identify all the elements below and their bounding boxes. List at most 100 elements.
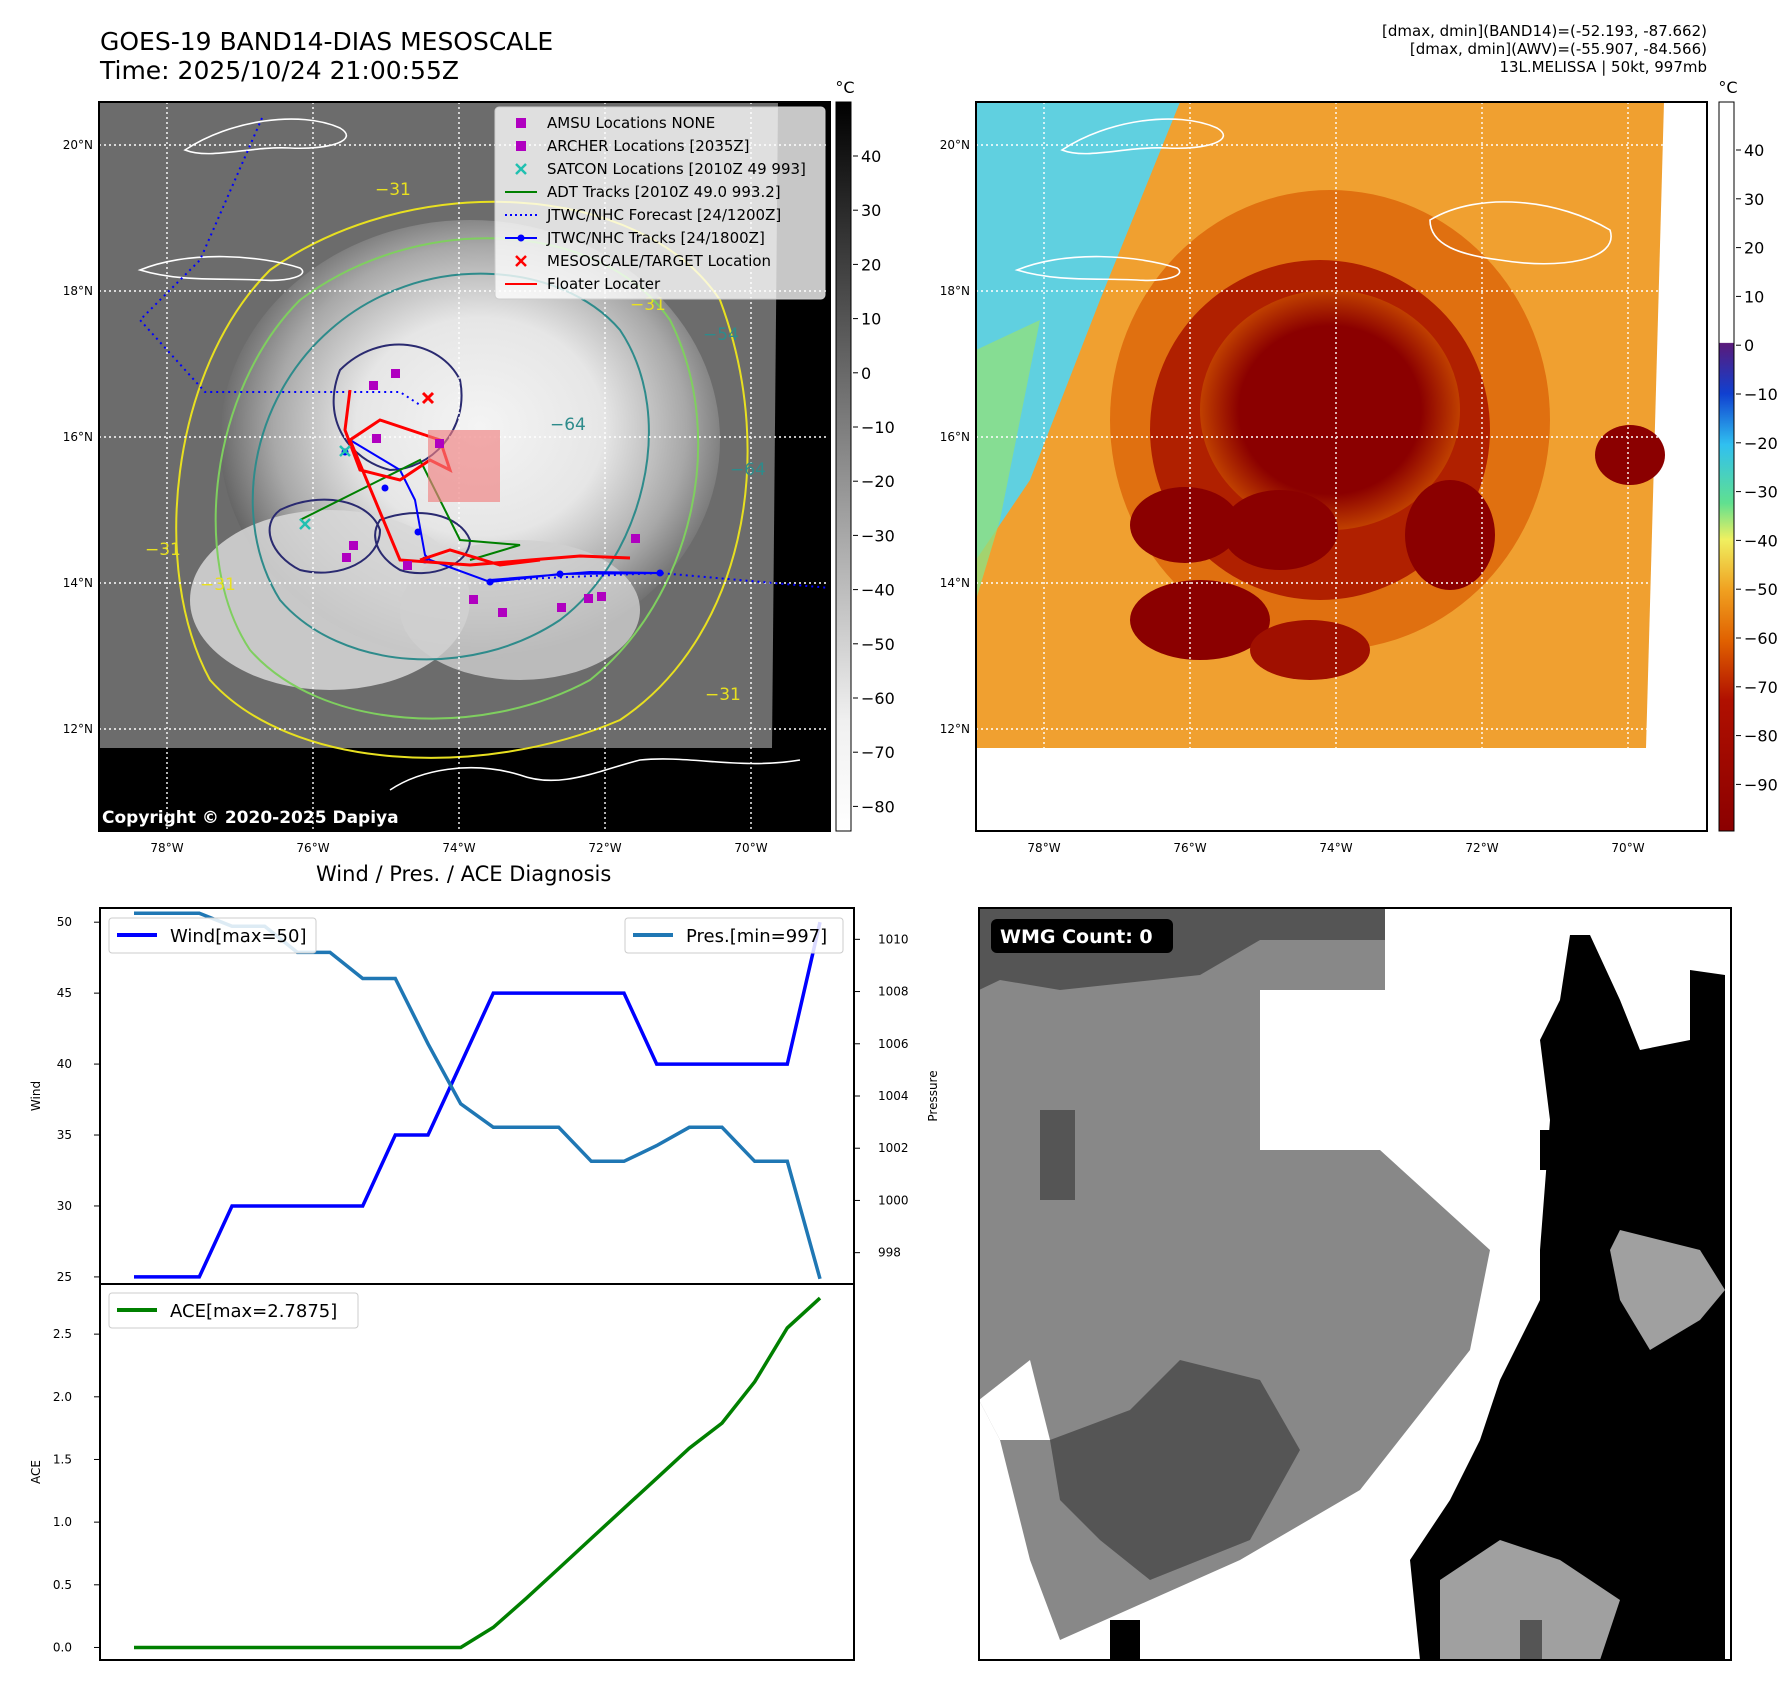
wmg-dark-patch-west xyxy=(1040,1110,1075,1200)
awv-lat-label-20n: 20°N xyxy=(940,138,970,152)
pressure-y-ticks: 998 1000 1002 1004 1006 1008 1010 xyxy=(854,932,909,1260)
awv-cell-west xyxy=(1130,487,1240,563)
awv-map-lat-labels: 20°N 18°N 16°N 14°N 12°N xyxy=(940,138,970,736)
wind-series-line-0 xyxy=(134,921,822,1279)
awv-cell-center xyxy=(1222,490,1338,570)
pressure-legend-label: Pres.[min=997] xyxy=(686,926,827,947)
intensity-info: [dmax, dmin](BAND14)=(-52.193, -87.662) … xyxy=(1382,22,1707,76)
legend-label-7: Floater Locater xyxy=(547,275,661,293)
awv-lon-label-76w: 76°W xyxy=(1173,841,1206,855)
lon-label-78w: 78°W xyxy=(150,841,183,855)
ir-cbar-tick-label-4: 0 xyxy=(861,364,871,383)
legend-label-5: JTWC/NHC Tracks [24/1800Z] xyxy=(546,229,765,247)
wind-legend xyxy=(108,917,317,954)
title-line-2: Time: 2025/10/24 21:00:55Z xyxy=(100,56,459,85)
ir-cbar-tick-label-6: −20 xyxy=(861,472,895,491)
wmg-cold-region-east xyxy=(1410,935,1725,1660)
pressure-ytick-label-0: 998 xyxy=(878,1246,901,1260)
ir-cbar-tick-label-2: 20 xyxy=(861,255,881,274)
awv-cbar-tick-label-1: 30 xyxy=(1744,190,1764,209)
ace-y-ticks: 0.0 0.5 1.0 1.5 2.0 2.5 xyxy=(53,1327,100,1654)
ace-ytick-label-4: 2.0 xyxy=(53,1390,72,1404)
awv-cbar-tick-label-5: −10 xyxy=(1744,385,1778,404)
awv-moist-band xyxy=(976,320,1040,600)
ir-cbar-tick-label-10: −60 xyxy=(861,689,895,708)
lon-label-72w: 72°W xyxy=(588,841,621,855)
coastline-cuba xyxy=(183,118,348,155)
coastline-jamaica xyxy=(137,255,304,282)
legend-label-3: ADT Tracks [2010Z 49.0 993.2] xyxy=(547,183,781,201)
awv-lat-label-18n: 18°N xyxy=(940,284,970,298)
legend-marker-1 xyxy=(516,141,526,151)
info-line-2: [dmax, dmin](AWV)=(-55.907, -84.566) xyxy=(1409,40,1707,58)
wmg-count-text: WMG Count: 0 xyxy=(1000,926,1153,948)
wmg-small-cold-cell xyxy=(1540,1130,1554,1170)
ir-cbar-tick-label-9: −50 xyxy=(861,635,895,654)
archer-location-markers xyxy=(342,369,640,617)
legend-items: AMSU Locations NONE ARCHER Locations [203… xyxy=(505,114,806,293)
floater-locater-east xyxy=(419,548,541,567)
legend-marker-5 xyxy=(505,234,537,242)
lon-label-76w: 76°W xyxy=(296,841,329,855)
legend-label-2: SATCON Locations [2010Z 49 993] xyxy=(547,160,806,178)
ace-chart: ACE 0.0 0.5 1.0 1.5 2.0 2.5 ACE[max=2.7875] xyxy=(29,1283,855,1661)
awv-cbar-tick-label-3: 10 xyxy=(1744,287,1764,306)
contour-minus-64-west xyxy=(268,498,382,574)
awv-lat-label-12n: 12°N xyxy=(940,722,970,736)
pressure-ytick-label-2: 1002 xyxy=(878,1141,909,1155)
wind-ytick-label-5: 50 xyxy=(57,915,72,929)
awv-cell-s xyxy=(1250,620,1370,680)
floater-locater-line xyxy=(343,389,631,567)
ace-series-line-0 xyxy=(134,1296,822,1650)
ace-legend-label: ACE[max=2.7875] xyxy=(170,1301,337,1322)
legend-label-0: AMSU Locations NONE xyxy=(547,114,715,132)
ir-map-lat-labels: 20°N 18°N 16°N 14°N 12°N xyxy=(63,138,93,736)
best-track-line xyxy=(349,439,661,584)
wmg-light-patch-east xyxy=(1610,1230,1725,1350)
awv-map-lon-labels: 78°W 76°W 74°W 72°W 70°W xyxy=(1027,841,1644,855)
pressure-ytick-label-1: 1000 xyxy=(878,1193,909,1207)
ace-ytick-label-0: 0.0 xyxy=(53,1640,72,1654)
ace-axis-label: ACE xyxy=(29,1460,43,1484)
lat-label-18n: 18°N xyxy=(63,284,93,298)
awv-coastline-cuba xyxy=(1060,118,1225,155)
pressure-legend xyxy=(624,917,844,954)
coastline-south-america xyxy=(389,758,801,791)
lon-label-74w: 74°W xyxy=(442,841,475,855)
ace-ytick-label-1: 0.5 xyxy=(53,1578,72,1592)
legend-marker-2 xyxy=(515,163,527,175)
contour-label-6: −31 xyxy=(630,295,666,315)
ir-colorbar-unit: °C xyxy=(835,78,854,97)
ir-map-panel: −31 −54 −64 −64 −31 −31 −31 −31 AMSU Loc… xyxy=(99,102,830,831)
awv-cbar-tick-label-7: −30 xyxy=(1744,483,1778,502)
ace-legend xyxy=(108,1292,359,1329)
wind-y-ticks: 25 30 35 40 45 50 xyxy=(57,915,100,1284)
awv-map-frame xyxy=(975,101,1708,832)
awv-cell-sw xyxy=(1130,580,1270,660)
copyright-text: Copyright © 2020-2025 Dapiya xyxy=(102,808,399,828)
ir-cbar-tick-label-12: −80 xyxy=(861,797,895,816)
wind-ytick-label-1: 30 xyxy=(57,1199,72,1213)
lat-label-12n: 12°N xyxy=(63,722,93,736)
pressure-ytick-label-4: 1006 xyxy=(878,1037,909,1051)
legend-label-4: JTWC/NHC Forecast [24/1200Z] xyxy=(546,206,781,224)
figure-title: GOES-19 BAND14-DIAS MESOSCALE Time: 2025… xyxy=(100,27,553,85)
awv-coastline-hispaniola xyxy=(1429,201,1612,265)
wind-ytick-label-4: 45 xyxy=(57,986,72,1000)
awv-lat-label-14n: 14°N xyxy=(940,576,970,590)
wind-ytick-label-0: 25 xyxy=(57,1270,72,1284)
info-line-3: 13L.MELISSA | 50kt, 997mb xyxy=(1499,58,1707,76)
ir-colorbar-ticks: 40 30 20 10 0 −10 −20 −30 −40 −50 −60 −70 −80 xyxy=(853,147,895,816)
contour-label-7: −31 xyxy=(200,575,236,595)
awv-cell-far-east xyxy=(1595,425,1665,485)
awv-lon-label-74w: 74°W xyxy=(1319,841,1352,855)
wind-axis-label: Wind xyxy=(29,1081,43,1111)
contour-label-5: −31 xyxy=(145,540,181,560)
contour-label-8: −31 xyxy=(705,685,741,705)
pressure-axis-label: Pressure xyxy=(926,1070,940,1121)
contour-label-4: −64 xyxy=(730,460,766,480)
awv-lat-label-16n: 16°N xyxy=(940,430,970,444)
awv-coastline-jamaica xyxy=(1014,255,1181,282)
wind-ytick-label-2: 35 xyxy=(57,1128,72,1142)
ace-ytick-label-3: 1.5 xyxy=(53,1452,72,1466)
